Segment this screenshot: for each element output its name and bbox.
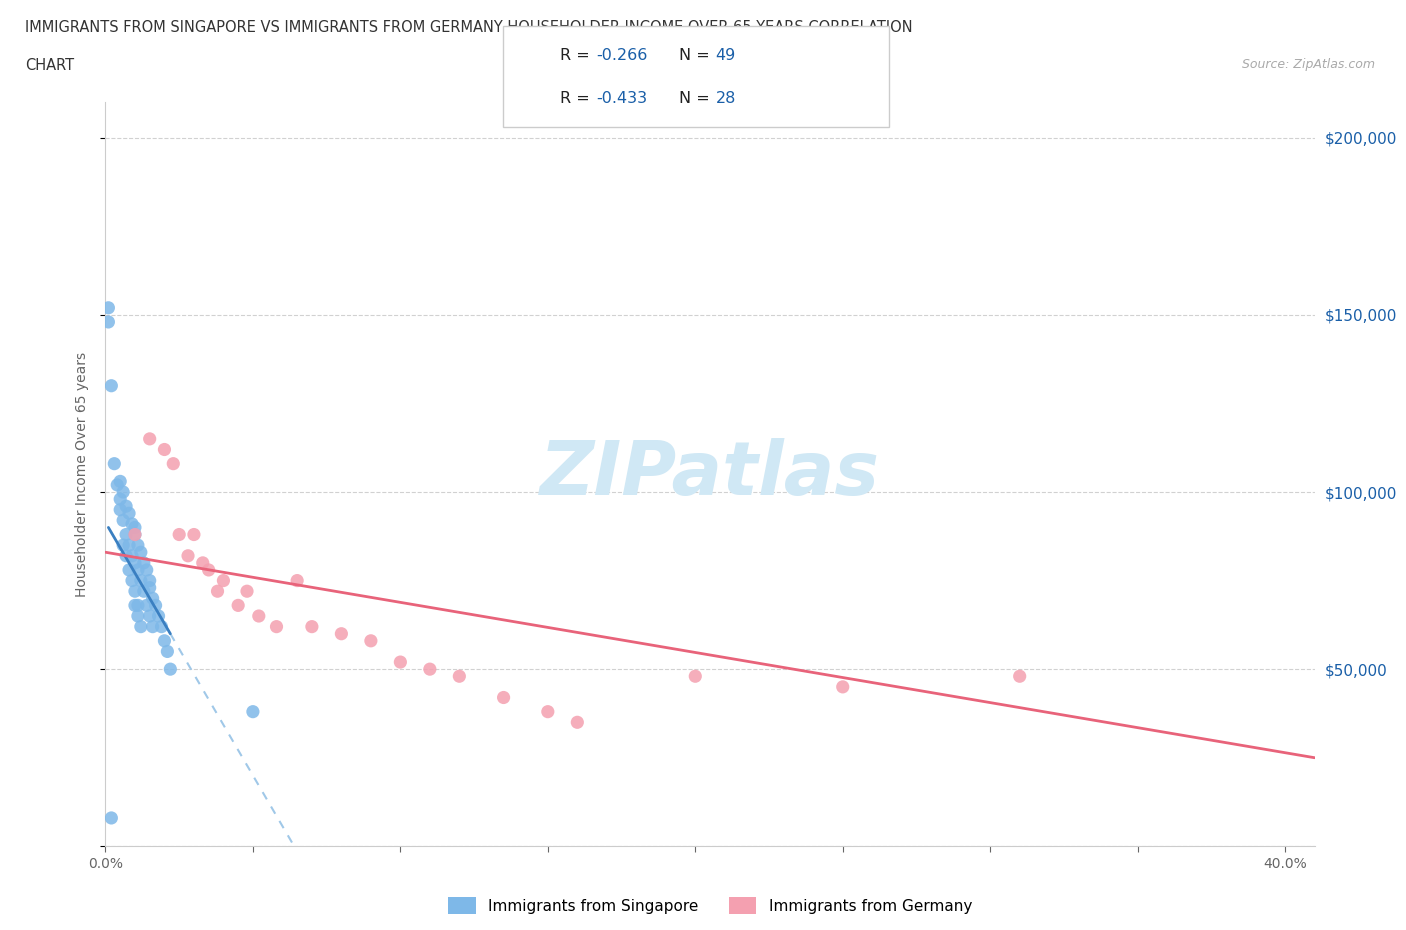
Point (118, 506, 141, 521)
Point (129, 545, 152, 560)
Point (266, 619, 288, 634)
Point (124, 527, 146, 542)
Point (100, 811, 122, 826)
Point (330, 626, 353, 641)
Point (567, 715, 589, 730)
Point (103, 457, 125, 472)
Text: -0.433: -0.433 (596, 91, 647, 106)
Legend: Immigrants from Singapore, Immigrants from Germany: Immigrants from Singapore, Immigrants fr… (441, 891, 979, 921)
Text: Source: ZipAtlas.com: Source: ZipAtlas.com (1241, 58, 1375, 71)
Point (132, 584, 155, 599)
Point (108, 492, 131, 507)
Point (156, 644, 179, 658)
Point (115, 527, 138, 542)
Point (121, 573, 143, 588)
Point (685, 669, 707, 684)
Point (127, 608, 149, 623)
Point (97, 314, 120, 329)
Point (142, 619, 165, 634)
Point (121, 549, 143, 564)
Point (197, 563, 219, 578)
Point (132, 555, 155, 570)
Point (129, 619, 152, 634)
Point (118, 538, 141, 552)
Point (207, 584, 229, 599)
Point (127, 563, 149, 578)
Text: ZIPatlas: ZIPatlas (540, 438, 880, 511)
Point (138, 580, 160, 595)
Point (831, 680, 853, 695)
Point (301, 619, 323, 634)
Point (537, 704, 560, 719)
Text: 49: 49 (716, 47, 735, 62)
Point (121, 516, 143, 531)
Point (145, 598, 167, 613)
Point (108, 474, 131, 489)
Point (226, 598, 249, 613)
Point (153, 442, 176, 457)
Point (167, 527, 190, 542)
Point (419, 662, 441, 677)
Point (100, 379, 122, 393)
Point (153, 633, 176, 648)
Point (112, 513, 135, 528)
Text: N =: N = (679, 47, 716, 62)
Text: 28: 28 (716, 91, 735, 106)
Point (127, 598, 149, 613)
Point (129, 573, 152, 588)
Point (360, 633, 382, 648)
Text: N =: N = (679, 91, 716, 106)
Text: R =: R = (560, 91, 595, 106)
Point (124, 584, 146, 599)
Point (115, 498, 138, 513)
Point (183, 527, 205, 542)
Text: -0.266: -0.266 (596, 47, 648, 62)
Point (247, 608, 270, 623)
Point (449, 669, 471, 684)
Point (159, 662, 181, 677)
Point (118, 563, 141, 578)
Point (138, 432, 160, 446)
Point (124, 520, 146, 535)
Point (138, 608, 160, 623)
Text: CHART: CHART (25, 58, 75, 73)
Point (212, 573, 235, 588)
Point (285, 573, 308, 588)
Point (162, 457, 184, 472)
Text: R =: R = (560, 47, 595, 62)
Point (112, 485, 135, 499)
Point (177, 549, 200, 564)
Point (191, 555, 214, 570)
Point (105, 477, 128, 492)
Point (135, 563, 157, 578)
Point (115, 549, 138, 564)
Point (242, 704, 264, 719)
Point (150, 619, 173, 634)
Point (389, 655, 412, 670)
Point (135, 598, 157, 613)
Point (112, 538, 135, 552)
Point (108, 502, 131, 517)
Point (138, 573, 160, 588)
Point (127, 538, 149, 552)
Point (124, 527, 146, 542)
Point (142, 591, 165, 605)
Y-axis label: Householder Income Over 65 years: Householder Income Over 65 years (76, 352, 90, 597)
Point (236, 584, 259, 599)
Point (124, 598, 146, 613)
Point (1008, 669, 1031, 684)
Text: IMMIGRANTS FROM SINGAPORE VS IMMIGRANTS FROM GERMANY HOUSEHOLDER INCOME OVER 65 : IMMIGRANTS FROM SINGAPORE VS IMMIGRANTS … (25, 20, 912, 35)
Point (97, 300, 120, 315)
Point (492, 690, 515, 705)
Point (124, 555, 146, 570)
Point (148, 608, 170, 623)
